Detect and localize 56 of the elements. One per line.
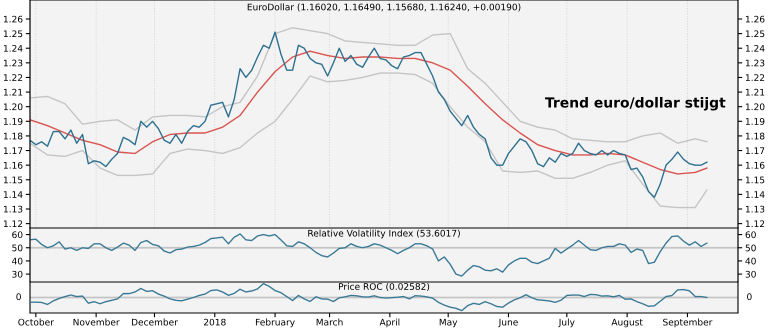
y2-tick-label: 1.14 (746, 191, 765, 198)
x-tick-label: September (663, 318, 712, 328)
y-tick-label: 1.17 (4, 147, 22, 154)
y-tick-label: 30 (12, 270, 22, 278)
y-tick-label: 1.23 (4, 60, 22, 66)
y2-tick-label: 1.26 (746, 16, 764, 23)
x-tick-label: November (74, 318, 120, 326)
y-tick-label: 1.16 (4, 162, 22, 169)
y2-tick-label: 1.19 (746, 118, 764, 125)
x-tick-label: April (380, 318, 400, 328)
y-tick-label: 1.19 (4, 118, 22, 125)
y2-tick-label: 1.22 (746, 74, 764, 81)
y2-tick-label: 60 (746, 231, 756, 238)
y2-tick-label: 1.12 (746, 220, 764, 228)
x-tick-label: October (18, 318, 54, 326)
x-tick-label: 2018 (204, 318, 226, 326)
x-tick-label: March (316, 318, 343, 326)
y-tick-label: 1.21 (4, 88, 22, 96)
text: 0 (16, 293, 21, 300)
y-tick-label: 1.22 (4, 74, 22, 81)
y-tick-label: 1.24 (4, 44, 23, 52)
y2-tick-label: 1.23 (746, 60, 764, 66)
y-tick-label: 60 (12, 231, 22, 238)
x-tick-label: December (132, 318, 178, 326)
y2-tick-label: 1.13 (746, 206, 764, 213)
y2-tick-label: 1.16 (746, 162, 764, 169)
x-tick-label: May (440, 318, 458, 328)
y-tick-label: 1.13 (4, 206, 22, 213)
y-tick-label: 1.25 (4, 30, 22, 38)
ref-line-label: 0 (747, 293, 752, 300)
y-tick-label: 1.15 (4, 176, 22, 184)
y-tick-label: 1.18 (4, 132, 22, 140)
y2-tick-label: 50 (746, 244, 756, 252)
y-tick-label: 50 (12, 244, 22, 252)
annotation: Trend euro/dollar stijgt (545, 96, 726, 111)
y2-tick-label: 1.17 (746, 147, 764, 154)
y-tick-label: 1.26 (4, 16, 22, 23)
y2-tick-label: 40 (745, 258, 756, 264)
x-tick-label: July (558, 318, 575, 328)
y2-tick-label: 1.18 (746, 132, 764, 140)
y2-tick-label: 30 (746, 270, 756, 278)
chart-title: EuroDollar (1.16020, 1.16490, 1.15680, 1.16240, +0.00190) (248, 3, 520, 12)
x-tick-label: February (256, 318, 295, 328)
y2-tick-label: 1.24 (746, 44, 765, 52)
y2-tick-label: 1.25 (746, 30, 764, 38)
y-tick-label: 1.20 (4, 103, 22, 110)
y-tick-label: 40 (12, 258, 22, 264)
y2-tick-label: 1.20 (746, 103, 764, 110)
y-tick-label: 1.12 (4, 220, 22, 228)
y2-tick-label: 1.15 (746, 176, 764, 184)
chart-title: Price ROC (0.02582) (338, 282, 430, 291)
x-tick-label: August (611, 318, 643, 328)
y-tick-label: 1.14 (4, 191, 23, 198)
x-tick-label: June (498, 318, 518, 328)
y2-tick-label: 1.21 (746, 88, 764, 96)
chart-title: Relative Volatility Index (53.6017) (308, 230, 460, 238)
